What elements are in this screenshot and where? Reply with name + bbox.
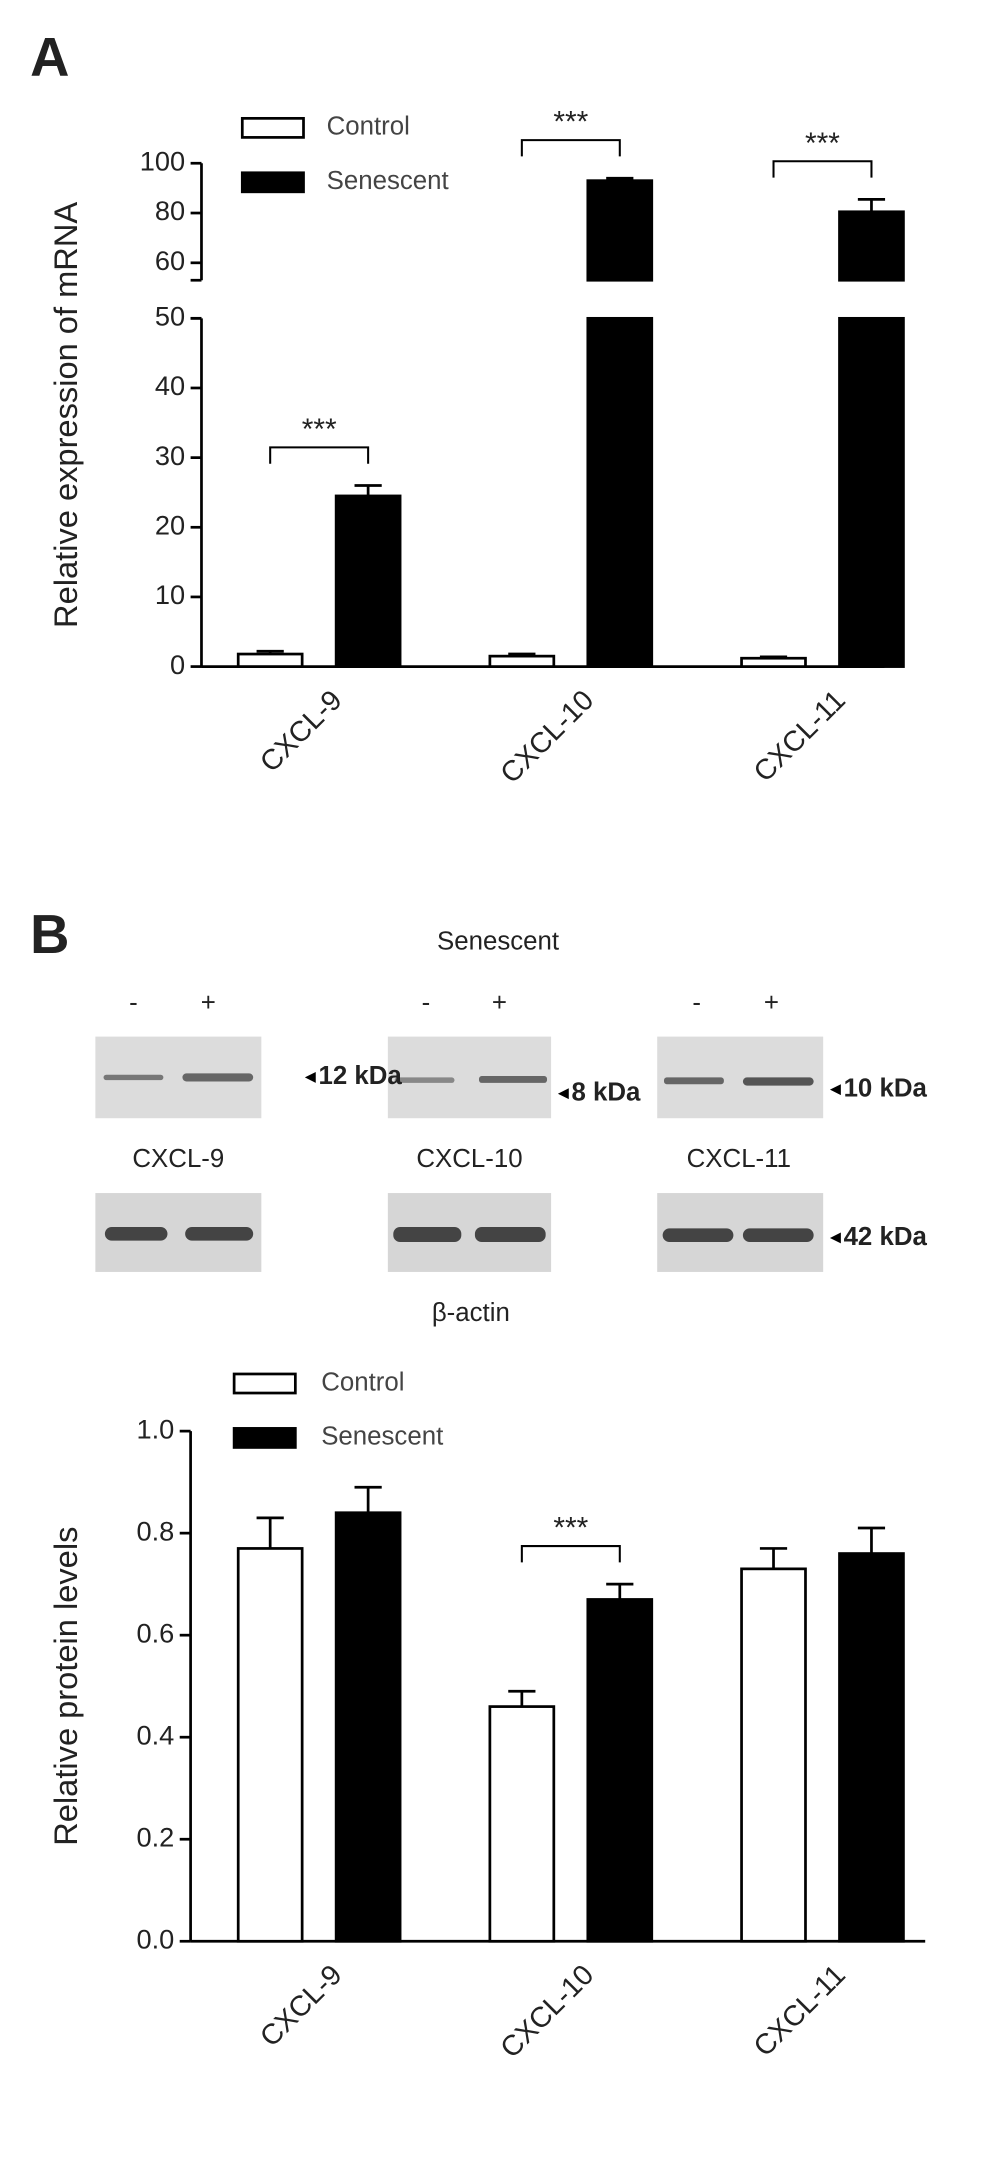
significance-bracket: [772, 160, 873, 178]
x-tick-label: CXCL-11: [748, 684, 852, 788]
error-bar: [508, 652, 536, 657]
y-tick-label: 20: [155, 509, 185, 540]
panel-label: A: [30, 27, 69, 88]
error-bar: [857, 197, 886, 212]
lane-sign: +: [492, 989, 507, 1017]
blot-band: [393, 1227, 462, 1243]
error-bar: [354, 1485, 382, 1513]
error-bar: [759, 655, 788, 659]
size-label: 12 kDa: [318, 1062, 402, 1090]
legend-label: Senescent: [321, 1423, 443, 1451]
y-tick-label: 40: [155, 370, 185, 401]
x-tick-label: CXCL-9: [254, 684, 348, 778]
x-tick-label: CXCL-9: [254, 1959, 348, 2053]
y-axis-title: Relative protein levels: [47, 1527, 84, 1846]
error-bar: [606, 1582, 634, 1600]
y-axis-title: Relative expression of mRNA: [47, 202, 84, 628]
x-tick-label: CXCL-11: [748, 1959, 852, 2063]
lane-sign: -: [422, 989, 431, 1017]
bar: [838, 1552, 905, 1943]
size-label: 10 kDa: [844, 1074, 928, 1102]
y-tick-label: 10: [155, 579, 185, 610]
panel-label: B: [30, 904, 69, 965]
y-tick-label: 0.6: [136, 1617, 174, 1648]
error-bar: [354, 484, 382, 496]
legend-swatch: [240, 116, 305, 139]
lane-sign: -: [692, 989, 701, 1017]
lane-sign: +: [201, 989, 216, 1017]
blot-band: [474, 1227, 546, 1243]
legend-label: Control: [327, 113, 410, 141]
legend-swatch: [232, 1427, 297, 1449]
target-label: CXCL-10: [416, 1145, 522, 1173]
error-bar: [606, 176, 634, 181]
significance-label: ***: [553, 106, 588, 139]
blot-band: [742, 1228, 814, 1243]
error-bar: [759, 1547, 788, 1569]
blot-band: [103, 1074, 164, 1081]
target-label: CXCL-9: [132, 1145, 224, 1173]
bar: [488, 1705, 556, 1943]
axis-break-gap: [836, 281, 907, 317]
lane-sign: -: [129, 989, 138, 1017]
bar: [586, 179, 654, 668]
blot-band: [662, 1228, 734, 1243]
legend-label: Control: [321, 1368, 404, 1396]
error-bar: [857, 1526, 886, 1554]
target-label: CXCL-11: [687, 1145, 791, 1173]
western-blot: Senescent - + - + - + 12 kDa 8 kDa 10 kD…: [95, 928, 927, 1327]
y-tick-label: 0.4: [136, 1719, 174, 1750]
bar: [740, 656, 807, 668]
y-tick-label: 50: [155, 301, 185, 332]
blot-band: [478, 1076, 548, 1083]
lane-sign: +: [764, 989, 779, 1017]
bar: [236, 652, 304, 668]
x-tick-label: CXCL-10: [494, 1959, 600, 2065]
size-label: 8 kDa: [572, 1079, 642, 1107]
error-bar: [508, 1689, 536, 1707]
significance-bracket: [269, 446, 370, 464]
legend-swatch: [240, 171, 305, 194]
significance-bracket: [520, 1545, 621, 1563]
significance-label: ***: [805, 127, 840, 160]
y-tick-label: 1.0: [136, 1413, 174, 1444]
significance-label: ***: [302, 413, 337, 446]
blot-band: [104, 1227, 168, 1241]
y-tick-label: 0.8: [136, 1515, 174, 1546]
control-label: β-actin: [432, 1299, 510, 1327]
bar: [740, 1567, 807, 1943]
blot-condition: Senescent: [437, 928, 559, 956]
bar: [838, 210, 905, 668]
bar: [488, 654, 556, 668]
blot-band: [742, 1077, 814, 1086]
legend-label: Senescent: [327, 167, 449, 195]
significance-bracket: [520, 139, 621, 157]
error-bar: [256, 649, 284, 655]
y-tick-label: 0: [170, 649, 185, 680]
axis-break-gap: [585, 281, 655, 317]
bar: [586, 1598, 654, 1943]
bar: [334, 1511, 402, 1943]
x-tick-label: CXCL-10: [494, 684, 600, 790]
y-tick-label: 30: [155, 440, 185, 471]
blot-band: [182, 1073, 254, 1082]
significance-label: ***: [553, 1512, 588, 1545]
blot-band: [394, 1077, 455, 1083]
legend-swatch: [232, 1372, 297, 1395]
y-tick-label: 0.2: [136, 1821, 174, 1852]
y-tick-label: 60: [155, 245, 185, 276]
blot-band: [664, 1077, 724, 1085]
y-tick-label: 0.0: [136, 1923, 174, 1954]
error-bar: [256, 1516, 284, 1549]
bar: [334, 494, 402, 668]
bar: [236, 1547, 304, 1943]
size-label: 42 kDa: [844, 1223, 928, 1251]
y-tick-label: 80: [155, 195, 185, 226]
y-tick-label: 100: [140, 145, 185, 176]
blot-band: [185, 1227, 254, 1241]
